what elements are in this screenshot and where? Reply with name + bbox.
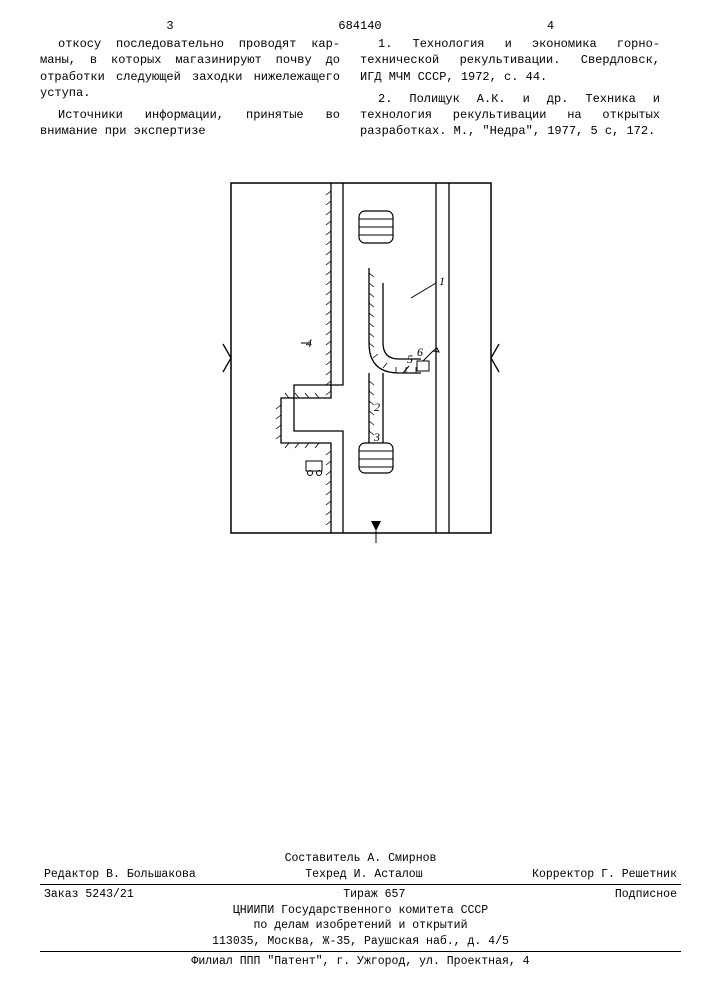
right-column-number: 4: [420, 18, 681, 34]
patent-number: 684140: [300, 18, 420, 34]
footer-order: Заказ 5243/21: [44, 887, 134, 903]
left-para-2: Источники информации, принятые во вниман…: [40, 107, 340, 139]
footer-compiler: Составитель А. Смирнов: [40, 851, 681, 867]
footer-branch: Филиал ППП "Патент", г. Ужгород, ул. Про…: [40, 954, 681, 970]
right-para-1: 1. Технология и экономика горно­техничес…: [360, 36, 660, 85]
label-3: 3: [373, 430, 380, 444]
text-columns: откосу последовательно проводят кар­маны…: [40, 36, 681, 145]
figure-container: 1 2 3 4 5 6: [40, 173, 681, 548]
footer-org2: по делам изобретений и открытий: [40, 918, 681, 934]
footer-block: Составитель А. Смирнов Редактор В. Больш…: [40, 851, 681, 970]
footer-techred: Техред И. Асталош: [305, 867, 422, 883]
mining-diagram: 1 2 3 4 5 6: [211, 173, 511, 543]
label-6: 6: [417, 345, 423, 359]
machine-icon: [306, 461, 322, 476]
label-2: 2: [374, 400, 380, 414]
footer-address1: 113035, Москва, Ж-35, Раушская наб., д. …: [40, 934, 681, 950]
haul-unit-top: [359, 211, 393, 243]
label-1: 1: [439, 274, 445, 288]
left-para-1: откосу последовательно проводят кар­маны…: [40, 36, 340, 101]
left-column: откосу последовательно проводят кар­маны…: [40, 36, 340, 145]
label-4: 4: [306, 336, 312, 350]
label-5: 5: [407, 352, 413, 366]
right-column: 1. Технология и экономика горно­техничес…: [360, 36, 660, 145]
left-column-number: 3: [40, 18, 300, 34]
footer-org1: ЦНИИПИ Государственного комитета СССР: [40, 903, 681, 919]
footer-podpisnoe: Подписное: [615, 887, 677, 903]
footer-corrector: Корректор Г. Решетник: [532, 867, 677, 883]
haul-unit-mid: [359, 443, 393, 473]
footer-tirazh: Тираж 657: [343, 887, 405, 903]
right-para-2: 2. Полищук А.К. и др. Техника и технолог…: [360, 91, 660, 140]
footer-editor: Редактор В. Большакова: [44, 867, 196, 883]
